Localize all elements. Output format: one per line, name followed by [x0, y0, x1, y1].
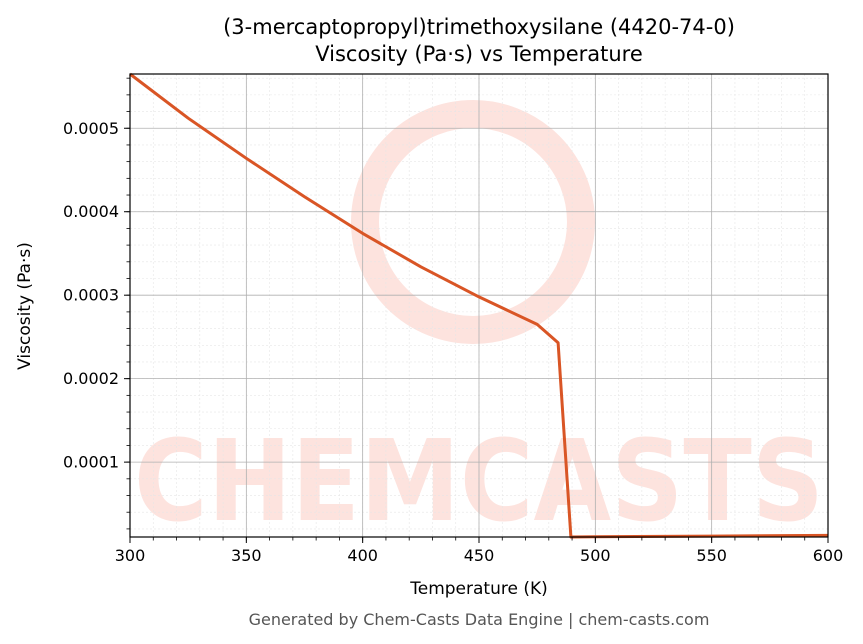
x-tick-label: 350 [231, 546, 262, 565]
y-tick-label: 0.0004 [63, 202, 119, 221]
footer-credit: Generated by Chem-Casts Data Engine | ch… [249, 610, 710, 629]
x-tick-label: 450 [464, 546, 495, 565]
x-axis: 300 350 400 450 500 550 600 [115, 537, 844, 565]
y-tick-label: 0.0002 [63, 369, 119, 388]
y-tick-label: 0.0003 [63, 286, 119, 305]
y-axis: 0.0001 0.0002 0.0003 0.0004 0.0005 [63, 77, 130, 530]
watermark-ring [351, 100, 595, 344]
y-tick-label: 0.0001 [63, 453, 119, 472]
x-tick-label: 500 [580, 546, 611, 565]
chart-title: (3-mercaptopropyl)trimethoxysilane (4420… [223, 15, 735, 39]
x-axis-label: Temperature (K) [409, 579, 548, 599]
y-tick-label: 0.0005 [63, 119, 119, 138]
x-tick-label: 550 [696, 546, 727, 565]
y-axis-label: Viscosity (Pa·s) [15, 242, 35, 370]
x-tick-label: 400 [347, 546, 378, 565]
chart-subtitle: Viscosity (Pa·s) vs Temperature [315, 42, 643, 66]
x-tick-label: 600 [813, 546, 844, 565]
x-tick-label: 300 [115, 546, 146, 565]
